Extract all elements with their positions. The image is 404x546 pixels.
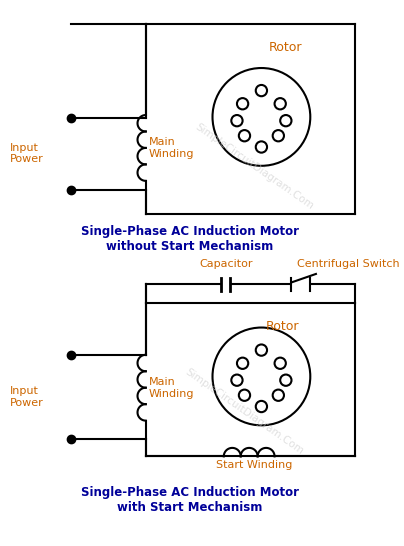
Text: Main
Winding: Main Winding	[149, 137, 194, 159]
Text: Single-Phase AC Induction Motor
with Start Mechanism: Single-Phase AC Induction Motor with Sta…	[81, 486, 299, 514]
Text: SimpleCircuitDiagram.Com: SimpleCircuitDiagram.Com	[193, 122, 315, 211]
Text: SimpleCircuitDiagram.Com: SimpleCircuitDiagram.Com	[183, 366, 305, 456]
Text: Capacitor: Capacitor	[199, 259, 252, 269]
Text: Rotor: Rotor	[266, 320, 300, 333]
Text: Single-Phase AC Induction Motor
without Start Mechanism: Single-Phase AC Induction Motor without …	[81, 225, 299, 253]
Text: Input
Power: Input Power	[9, 387, 43, 408]
Text: Start Winding: Start Winding	[216, 460, 292, 470]
Text: Input
Power: Input Power	[9, 143, 43, 164]
Text: Centrifugal Switch: Centrifugal Switch	[297, 259, 399, 269]
Text: Rotor: Rotor	[269, 41, 303, 54]
Text: Main
Winding: Main Winding	[149, 377, 194, 399]
